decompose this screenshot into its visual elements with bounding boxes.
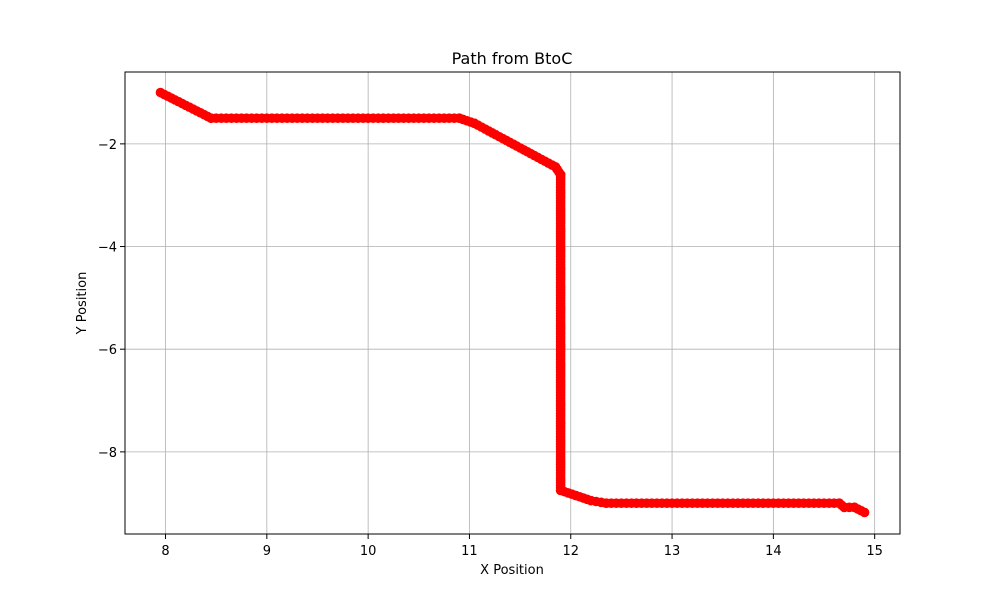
x-tick-label: 14 (765, 544, 782, 559)
y-tick-label: −6 (98, 343, 117, 358)
x-axis-label: X Position (480, 563, 544, 578)
x-tick-label: 12 (562, 544, 579, 559)
y-tick-label: −2 (98, 138, 117, 153)
plot-frame (124, 71, 901, 535)
y-tick-label: −4 (98, 241, 117, 256)
x-tick-label: 9 (263, 544, 271, 559)
x-tick-label: 10 (360, 544, 377, 559)
x-tick-label: 13 (664, 544, 681, 559)
axis-ticks: 8 9 10 11 12 13 14 15 −2 −4 −6 −8 (98, 138, 883, 559)
path-point (859, 507, 870, 518)
x-tick-label: 11 (461, 544, 478, 559)
path-points (155, 87, 870, 518)
y-axis-label: Y Position (75, 272, 90, 336)
chart-title: Path from BtoC (452, 49, 573, 68)
x-tick-label: 8 (161, 544, 169, 559)
y-tick-label: −8 (98, 446, 117, 461)
x-tick-label: 15 (866, 544, 883, 559)
grid-lines (125, 72, 900, 534)
